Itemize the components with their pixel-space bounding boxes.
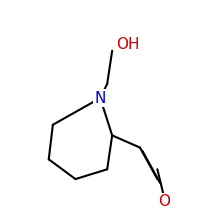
Text: OH: OH [117, 37, 140, 52]
Text: N: N [95, 91, 106, 106]
Text: O: O [158, 194, 170, 209]
